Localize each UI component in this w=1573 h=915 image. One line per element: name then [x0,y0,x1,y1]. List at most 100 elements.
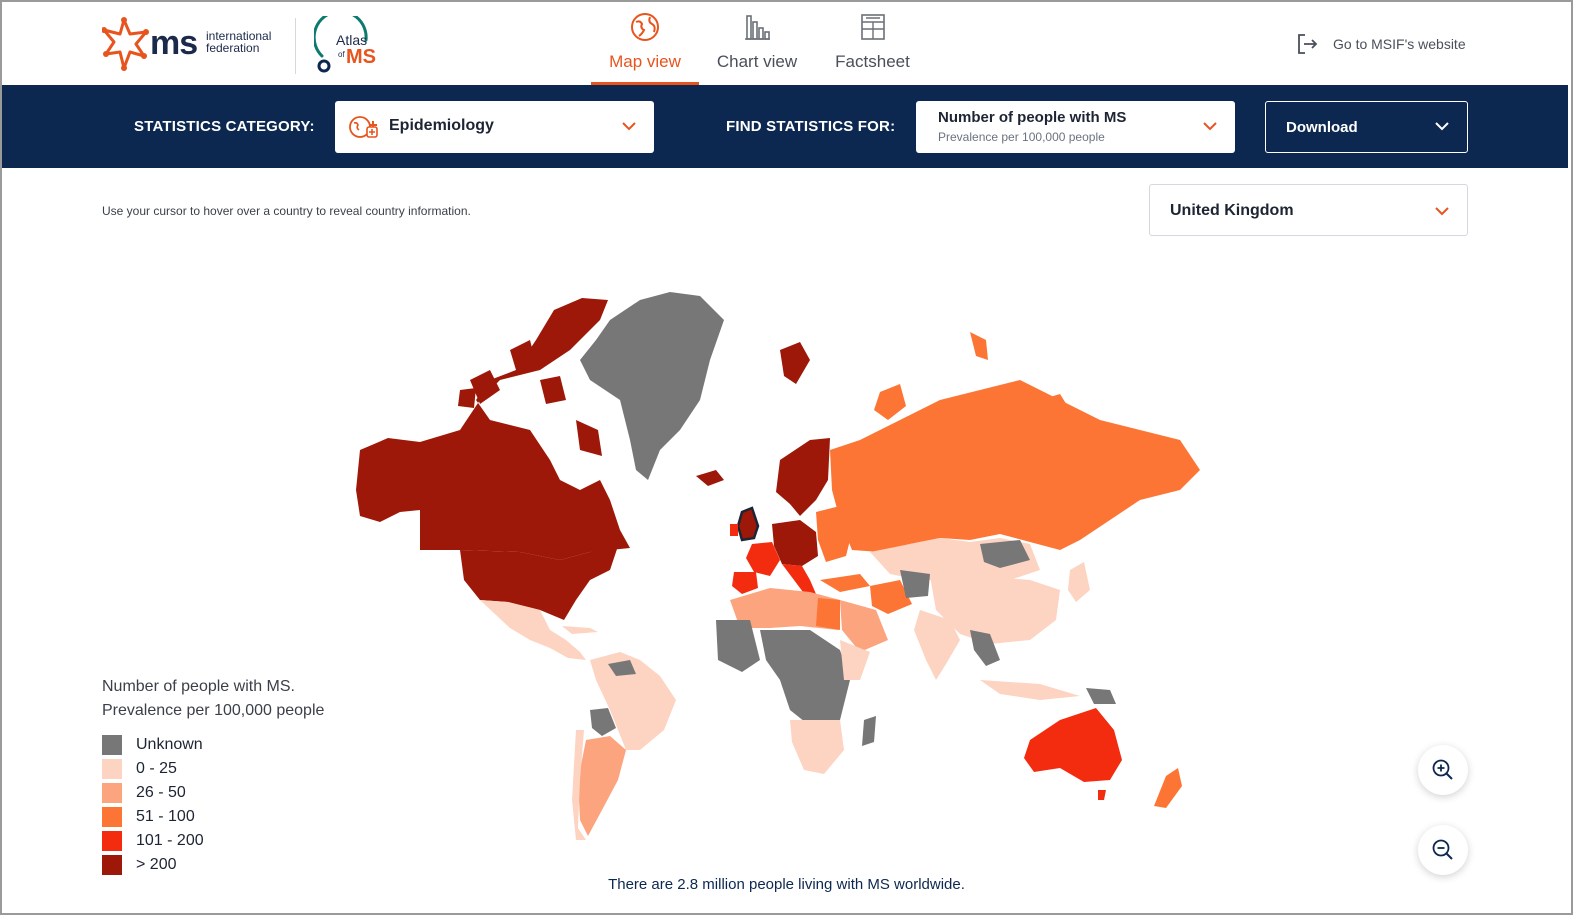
bar-chart-icon [745,15,770,40]
msif-logo-sub-line1: international [206,29,272,43]
country-southern-africa[interactable] [790,720,844,774]
msif-website-link[interactable]: Go to MSIF's website [1295,32,1466,56]
factsheet-icon [860,14,885,40]
tab-map-view-label: Map view [609,52,681,71]
msif-website-label: Go to MSIF's website [1333,36,1466,52]
country-iceland[interactable] [696,470,724,486]
zoom-in-icon [1432,759,1453,780]
country-alaska[interactable] [356,438,420,522]
country-east-africa[interactable] [840,640,870,680]
country-arabia[interactable] [840,600,888,652]
country-new-guinea[interactable] [1086,688,1116,704]
country-italy-balkans[interactable] [782,564,816,596]
zoom-out-button[interactable] [1418,825,1468,875]
country-tasmania[interactable] [1098,790,1106,800]
msif-logo[interactable]: ms international federation [101,16,282,74]
legend-item-label: Unknown [136,736,203,753]
country-central-africa[interactable] [760,630,850,726]
tab-factsheet[interactable]: Factsheet [830,2,915,85]
find-statistics-label: FIND STATISTICS FOR: [726,118,896,135]
atlas-ring-icon [314,16,368,73]
legend-swatch [102,831,122,851]
country-india[interactable] [914,610,960,680]
map-hover-hint: Use your cursor to hover over a country … [102,204,471,218]
chevron-down-icon [1203,122,1217,131]
country-brazil[interactable] [590,652,676,750]
country-svalbard[interactable] [780,342,810,384]
legend-item-unknown: Unknown [102,733,324,757]
tab-chart-view[interactable]: Chart view [712,2,802,85]
active-tab-indicator [591,82,699,85]
country-select[interactable]: United Kingdom [1149,184,1468,236]
legend-title: Number of people with MS. Prevalence per… [102,675,324,723]
worldwide-ms-summary: There are 2.8 million people living with… [608,876,965,893]
country-west-africa[interactable] [716,620,760,672]
chevron-down-icon [622,122,636,131]
tab-chart-view-label: Chart view [716,52,798,71]
legend-item-label: 0 - 25 [136,760,177,777]
legend-title-line2: Prevalence per 100,000 people [102,702,325,719]
country-iran[interactable] [870,580,912,614]
country-uk[interactable] [736,506,760,542]
country-iberia[interactable] [732,572,758,594]
legend-item-26-50: 26 - 50 [102,781,324,805]
statistics-category-select[interactable]: Epidemiology [335,101,654,153]
download-button[interactable]: Download [1265,101,1468,153]
legend-swatch [102,735,122,755]
tab-map-view[interactable]: Map view [591,2,699,85]
country-cuba[interactable] [562,626,598,634]
world-map[interactable] [340,280,1240,860]
epidemiology-icon [349,116,378,138]
legend-title-line1: Number of people with MS. [102,678,295,695]
country-canada-islands[interactable] [458,340,602,456]
zoom-in-button[interactable] [1418,745,1468,795]
country-usa[interactable] [460,546,618,620]
legend-item-label: 26 - 50 [136,784,186,801]
country-bolivia[interactable] [590,708,616,736]
statistics-category-label: STATISTICS CATEGORY: [134,118,315,135]
legend-item-51-100: 51 - 100 [102,805,324,829]
country-russia[interactable] [830,380,1200,552]
country-argentina[interactable] [578,736,626,836]
exit-arrow-icon [1298,34,1318,54]
legend-items: Unknown 0 - 25 26 - 50 51 - 100 101 - 20… [102,733,324,877]
country-norway-sweden-finland[interactable] [776,438,830,516]
statistic-select-subtitle: Prevalence per 100,000 people [938,130,1105,144]
country-new-zealand[interactable] [1154,768,1182,808]
chevron-down-icon [1435,207,1449,216]
country-ireland[interactable] [730,524,738,536]
country-canada[interactable] [420,298,630,560]
country-indonesia[interactable] [980,680,1080,700]
atlas-logo-word: Atlas [336,32,368,48]
country-australia[interactable] [1024,708,1122,782]
download-label: Download [1286,119,1358,136]
country-north-africa[interactable] [730,588,840,630]
statistics-category-value: Epidemiology [389,117,494,134]
atlas-logo-of: of [338,50,345,59]
country-chile[interactable] [572,730,586,840]
msif-logo-subtitle: international federation [206,30,271,54]
legend-swatch [102,807,122,827]
country-turkey[interactable] [820,574,870,592]
statistic-select[interactable]: Number of people with MS Prevalence per … [916,101,1235,153]
country-madagascar[interactable] [862,716,876,746]
country-egypt[interactable] [816,598,840,630]
country-japan[interactable] [1068,562,1090,602]
country-germany-central[interactable] [772,520,818,566]
country-mexico[interactable] [480,600,586,660]
logo-divider [295,18,296,74]
legend-item-0-25: 0 - 25 [102,757,324,781]
msif-star-icon [101,17,149,71]
country-southeast-asia[interactable] [970,630,1000,666]
country-venezuela[interactable] [608,660,636,676]
country-mongolia[interactable] [980,540,1030,568]
country-france[interactable] [746,542,780,576]
tab-factsheet-label: Factsheet [835,52,910,71]
country-russia-islands[interactable] [874,332,1070,420]
zoom-out-icon [1432,839,1453,860]
country-china[interactable] [930,576,1060,644]
atlas-logo[interactable]: Atlas of MS [314,16,394,76]
country-greenland[interactable] [580,292,724,480]
country-afghanistan[interactable] [900,570,930,598]
